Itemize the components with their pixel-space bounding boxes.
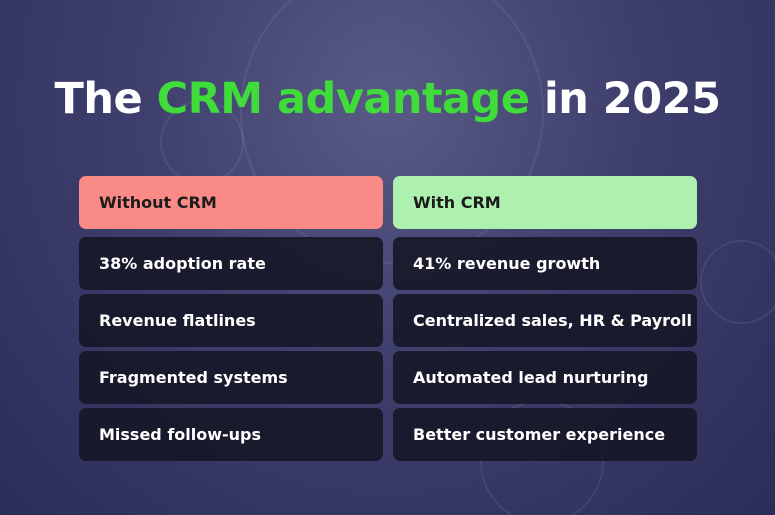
column-item: Missed follow-ups (79, 408, 383, 461)
column-item: Fragmented systems (79, 351, 383, 404)
title-text: The (54, 74, 143, 124)
column-item: 41% revenue growth (393, 237, 697, 290)
title-highlight: CRM advantage (156, 74, 530, 124)
column-header: With CRM (393, 176, 697, 229)
title: The CRM advantage in 2025 (0, 74, 775, 124)
column-header: Without CRM (79, 176, 383, 229)
column-item: 38% adoption rate (79, 237, 383, 290)
background-circle (700, 240, 775, 324)
column-item: Automated lead nurturing (393, 351, 697, 404)
column-item: Centralized sales, HR & Payroll (393, 294, 697, 347)
column-item: Revenue flatlines (79, 294, 383, 347)
column-item: Better customer experience (393, 408, 697, 461)
column-without: Without CRM 38% adoption rate Revenue fl… (79, 176, 383, 465)
column-with: With CRM 41% revenue growth Centralized … (393, 176, 697, 465)
title-text: in 2025 (543, 74, 721, 124)
